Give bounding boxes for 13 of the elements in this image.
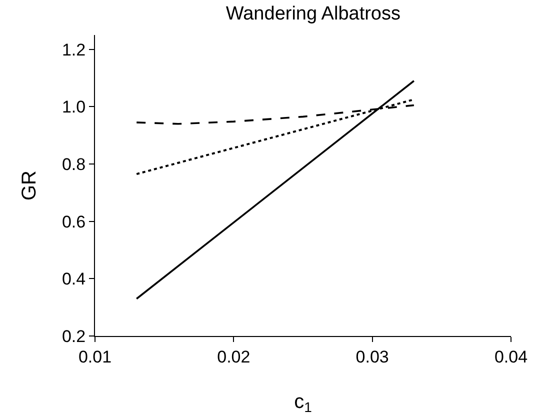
x-tick-label: 0.04 — [494, 347, 528, 366]
chart-title: Wandering Albatross — [226, 4, 401, 25]
x-tick-label: 0.01 — [78, 347, 112, 366]
y-tick-label: 1.0 — [62, 98, 86, 117]
y-tick-label: 0.8 — [62, 154, 86, 174]
x-tick-label: 0.03 — [356, 347, 389, 366]
y-tick-label: 0.2 — [62, 326, 86, 346]
y-axis-title: GR — [18, 170, 40, 200]
x-axis-title: c$_{1}$ — [294, 390, 312, 416]
y-tick-label: 0.4 — [62, 270, 86, 289]
x-tick-label: 0.02 — [217, 347, 250, 366]
y-tick-label: 0.6 — [62, 212, 86, 232]
y-tick-label: 1.2 — [62, 40, 86, 60]
